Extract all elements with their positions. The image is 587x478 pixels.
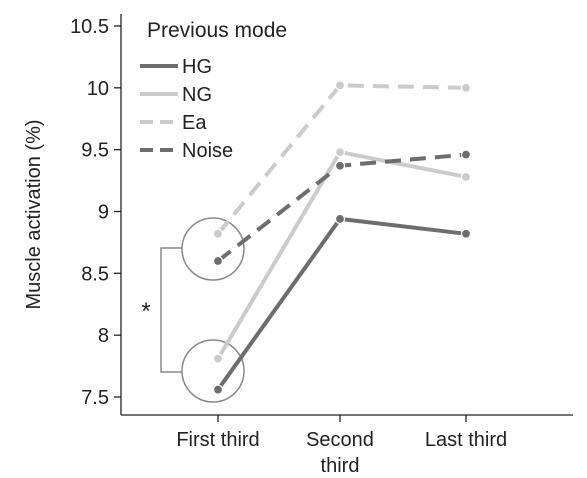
data-point-noise — [212, 255, 224, 267]
data-point-hg — [334, 213, 346, 225]
significance-bracket — [160, 247, 182, 373]
legend: Previous mode HG NG Ea Noise — [140, 19, 287, 162]
y-tick-label: 9 — [98, 201, 109, 223]
legend-label-ng: NG — [182, 84, 212, 106]
data-point-ea — [212, 228, 224, 239]
x-tick-label: First third — [176, 429, 259, 451]
series-line-hg — [216, 216, 467, 391]
data-point-ng — [212, 353, 224, 364]
y-tick-label: 9.5 — [81, 140, 109, 162]
axes: 7.5 8 8.5 9 9.5 10 10.5 First third Second third L… — [23, 14, 573, 477]
y-tick-label: 10 — [87, 78, 109, 100]
data-point-ea — [334, 80, 346, 91]
y-tick-label: 8 — [98, 325, 109, 347]
data-point-hg — [460, 228, 472, 239]
data-point-hg — [212, 384, 224, 395]
group-circle — [181, 217, 245, 281]
data-point-ng — [334, 147, 346, 158]
legend-title: Previous mode — [147, 19, 287, 42]
data-point-ea — [460, 82, 472, 93]
legend-label-hg: HG — [182, 56, 212, 78]
annotations: * — [141, 217, 245, 403]
y-tick-label: 10.5 — [70, 16, 109, 38]
x-tick-label: Second — [306, 429, 374, 451]
series-line-ea — [216, 83, 467, 236]
y-axis-title: Muscle activation (%) — [23, 119, 45, 309]
significance-star: * — [141, 298, 150, 325]
data-point-ng — [460, 171, 472, 182]
y-tick-label: 8.5 — [81, 263, 109, 285]
y-tick-label: 7.5 — [81, 387, 109, 409]
x-tick-label: Last third — [425, 429, 507, 451]
series-layer — [212, 80, 472, 395]
series-line-ng — [216, 150, 467, 360]
group-circle — [181, 339, 245, 403]
x-tick-label: third — [321, 455, 360, 477]
data-point-noise — [334, 160, 346, 171]
legend-label-ea: Ea — [182, 112, 207, 134]
legend-label-noise: Noise — [182, 140, 233, 162]
data-point-noise — [460, 149, 472, 160]
